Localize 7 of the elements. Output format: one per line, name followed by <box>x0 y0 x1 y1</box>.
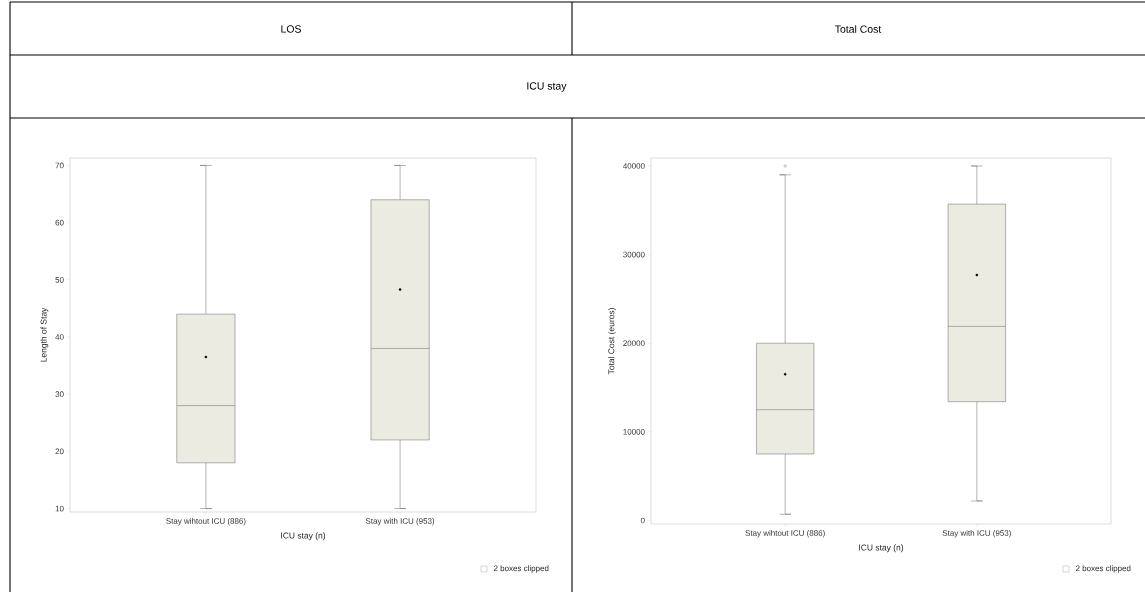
chart-title: Total Cost <box>834 25 882 33</box>
chart-title: LOS <box>281 25 301 33</box>
y-axis-title: Total Cost (euros) <box>608 308 616 375</box>
chart-subtitle: ICU stay <box>527 82 567 92</box>
y-axis-title: Length of Stay <box>40 307 49 362</box>
x-axis-title: ICU stay (n) <box>859 544 904 553</box>
x-axis-title: ICU stay (n) <box>281 532 326 541</box>
